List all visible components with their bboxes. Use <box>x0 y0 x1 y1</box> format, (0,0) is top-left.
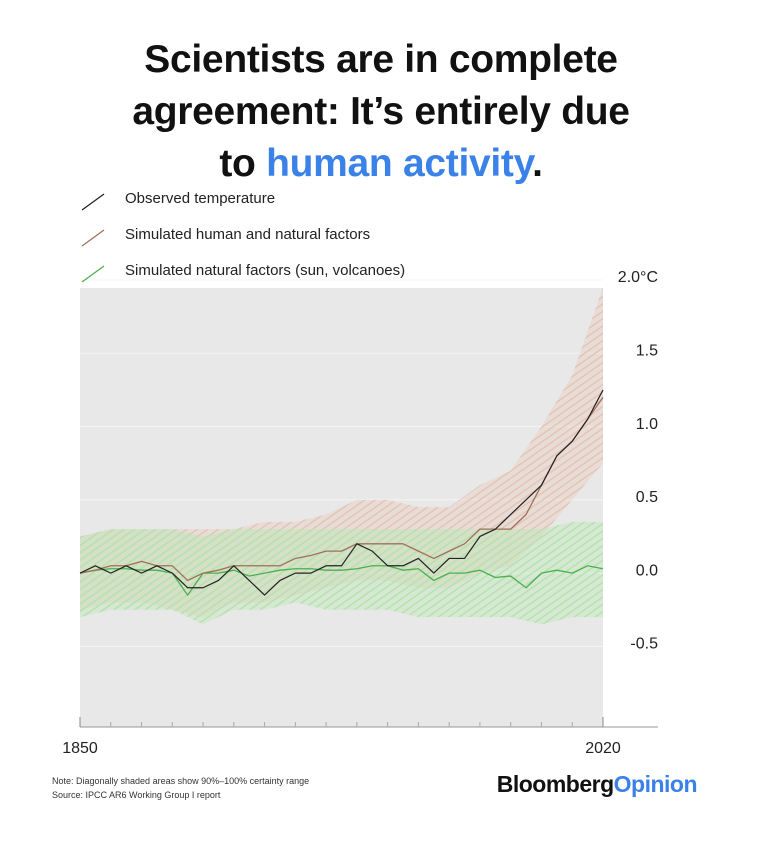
series-line <box>79 396 604 582</box>
y-tick-label: 1.5 <box>636 342 658 359</box>
title-line: to human activity. <box>0 138 762 190</box>
title-text: . <box>532 142 543 185</box>
y-tick-label: 0.5 <box>636 489 658 506</box>
y-tick-label: 2.0°C <box>618 269 658 286</box>
brand-section: Opinion <box>614 771 697 797</box>
chart-title: Scientists are in complete agreement: It… <box>0 34 762 190</box>
note: Note: Diagonally shaded areas show 90%–1… <box>52 776 309 786</box>
x-tick-label: 1850 <box>62 740 98 757</box>
title-line: agreement: It’s entirely due <box>132 90 630 133</box>
series-line <box>79 389 604 596</box>
x-tick-label: 2020 <box>585 740 621 757</box>
y-tick-label: 0.0 <box>636 562 658 579</box>
title-line: Scientists are in complete <box>144 38 618 81</box>
series-line <box>79 565 604 596</box>
legend-swatch <box>81 265 105 283</box>
title-highlight: human activity <box>266 142 533 185</box>
brand: BloombergOpinion <box>497 771 697 797</box>
y-tick-label: -0.5 <box>630 636 658 653</box>
title-text: to <box>219 142 256 185</box>
source: Source: IPCC AR6 Working Group I report <box>52 790 221 800</box>
brand-name: Bloomberg <box>497 771 614 797</box>
y-tick-label: 1.0 <box>636 416 658 433</box>
legend-label: Observed temperature <box>125 190 275 207</box>
legend-swatch <box>81 229 105 247</box>
legend-swatch <box>81 193 105 211</box>
legend-label: Simulated natural factors (sun, volcanoe… <box>125 262 405 279</box>
certainty-band <box>80 521 603 625</box>
legend-label: Simulated human and natural factors <box>125 226 370 243</box>
